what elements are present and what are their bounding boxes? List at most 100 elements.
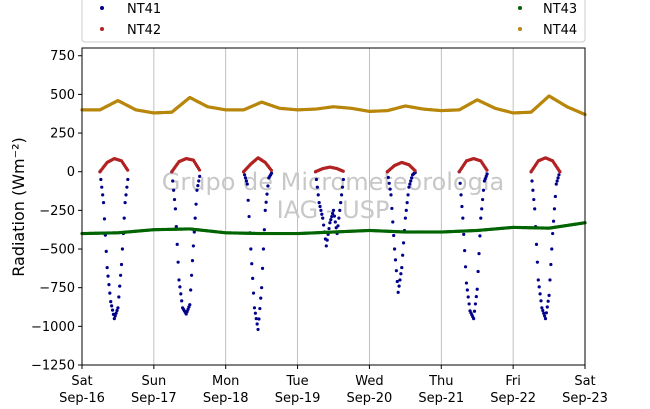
data-point: [324, 244, 328, 248]
data-point: [407, 185, 411, 189]
data-point: [175, 242, 179, 246]
data-point: [261, 247, 266, 251]
data-point: [106, 274, 110, 278]
data-point: [472, 309, 477, 313]
data-point: [475, 287, 479, 291]
data-point: [400, 265, 404, 270]
data-point: [481, 197, 485, 202]
data-point: [551, 231, 555, 236]
data-point: [317, 201, 321, 205]
y-tick-label: −1250: [31, 359, 75, 374]
y-axis-title: Radiation (Wm⁻²): [9, 137, 28, 276]
data-point: [405, 201, 409, 205]
data-point: [174, 225, 178, 229]
data-point: [339, 193, 344, 197]
data-point: [458, 181, 462, 185]
data-point: [541, 308, 545, 313]
data-point: [533, 207, 537, 211]
data-point: [254, 317, 258, 321]
data-point: [396, 290, 400, 294]
data-point: [464, 281, 469, 285]
data-point: [190, 259, 195, 263]
legend-label-nt43: NT43: [543, 2, 577, 17]
data-point: [331, 208, 336, 212]
y-tick-label: 750: [50, 49, 75, 64]
vertical-gridlines: [153, 48, 514, 365]
data-point: [102, 217, 107, 221]
data-point: [556, 176, 560, 180]
data-point: [534, 242, 539, 246]
data-point: [269, 171, 274, 175]
y-tick-label: −250: [39, 204, 75, 219]
data-point: [269, 168, 273, 172]
data-point: [172, 188, 176, 192]
legend-marker-nt42: [100, 27, 104, 31]
data-point: [390, 206, 394, 211]
data-point: [100, 185, 104, 189]
data-point: [535, 260, 539, 264]
watermark-line-1: Grupo de Micrometeorologia: [162, 168, 504, 196]
data-point: [532, 197, 536, 202]
data-point: [99, 177, 103, 182]
data-point: [387, 181, 391, 185]
data-point: [392, 233, 396, 238]
data-point: [327, 226, 331, 231]
data-point: [406, 193, 410, 197]
x-tick-label-date: Sep-19: [275, 391, 321, 406]
data-point: [177, 278, 181, 282]
data-point: [394, 269, 398, 273]
data-point: [393, 258, 398, 262]
y-tick-label: 500: [50, 88, 75, 103]
data-point: [265, 192, 269, 196]
data-point: [242, 173, 247, 177]
data-point: [110, 308, 115, 312]
data-point: [463, 248, 467, 253]
data-point: [105, 265, 109, 270]
data-point: [461, 216, 465, 220]
series-nt42: [98, 156, 562, 174]
data-point: [472, 317, 476, 321]
data-point: [549, 262, 553, 267]
data-point: [247, 214, 251, 219]
legend-marker-nt41: [100, 6, 104, 10]
data-point: [123, 201, 127, 205]
data-point: [189, 273, 194, 277]
data-point: [550, 247, 554, 251]
data-point: [255, 322, 259, 326]
data-point: [126, 168, 130, 172]
data-point: [257, 317, 261, 321]
data-point: [179, 292, 183, 296]
data-point: [258, 306, 262, 311]
data-point: [120, 247, 125, 251]
data-point: [196, 184, 200, 188]
data-point: [260, 266, 265, 270]
data-point: [460, 204, 464, 209]
x-tick-label-day: Fri: [505, 374, 521, 389]
data-point: [391, 220, 395, 224]
data-point: [328, 221, 332, 225]
data-point: [119, 262, 124, 267]
data-point: [252, 306, 257, 310]
y-tick-label: 0: [67, 165, 75, 180]
data-point: [251, 276, 255, 280]
legend-marker-nt43: [518, 6, 522, 10]
data-point: [172, 197, 177, 202]
data-point: [113, 314, 117, 318]
data-point: [107, 282, 111, 287]
data-point: [116, 306, 120, 310]
data-point: [266, 184, 270, 188]
data-point: [552, 207, 557, 211]
data-point: [260, 286, 264, 290]
data-point: [118, 284, 122, 288]
data-point: [544, 311, 548, 315]
data-point: [101, 193, 105, 197]
data-point: [110, 304, 114, 308]
data-point: [171, 179, 175, 183]
data-point: [333, 220, 337, 224]
data-point: [481, 188, 486, 192]
data-point: [256, 327, 260, 332]
series-nt43: [80, 221, 587, 236]
data-point: [249, 247, 253, 251]
data-point: [386, 175, 390, 180]
data-point: [119, 273, 123, 277]
